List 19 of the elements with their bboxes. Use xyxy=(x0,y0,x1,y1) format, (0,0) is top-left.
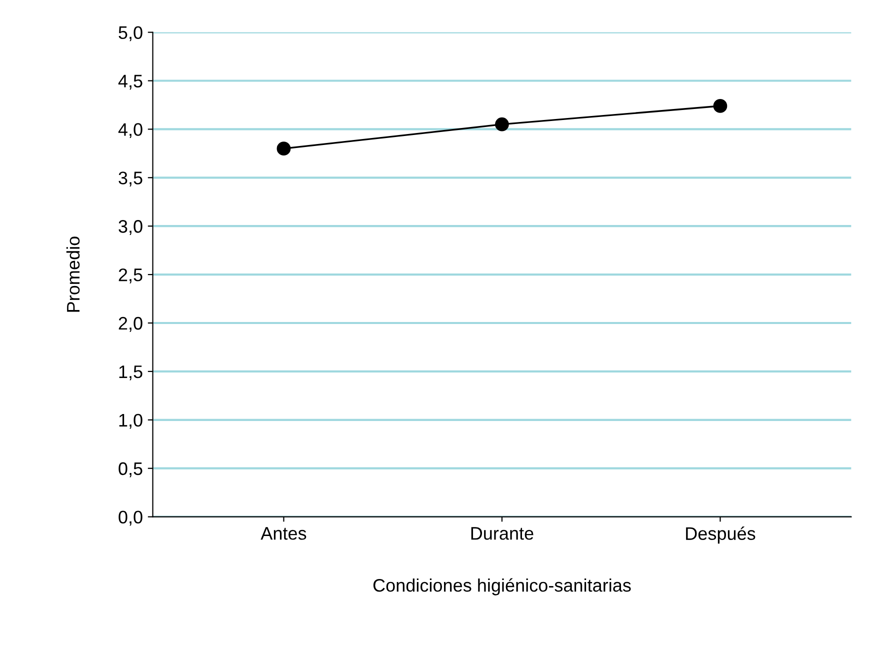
y-tick-label: 0,0 xyxy=(118,510,142,526)
y-axis-title: Promedio xyxy=(66,236,80,312)
y-tick-label: 1,0 xyxy=(119,414,142,429)
y-tick-label: 4,5 xyxy=(118,74,142,90)
y-tick-label: 3,0 xyxy=(118,220,142,235)
x-tick-label: Después xyxy=(686,526,756,544)
y-tick-label: 3,5 xyxy=(118,172,142,187)
x-tick-label: Durante xyxy=(471,527,534,540)
y-tick-label: 0,5 xyxy=(118,462,142,478)
y-tick-label: 1,5 xyxy=(119,366,142,380)
y-tick-label: 4,0 xyxy=(118,123,142,138)
point xyxy=(495,117,509,132)
x-tick-label: Antes xyxy=(260,527,306,540)
point xyxy=(713,99,728,113)
x-axis-title: Condiciones higiénico-sanitarias xyxy=(373,578,631,596)
point xyxy=(276,142,291,156)
y-tick-label: 2,5 xyxy=(118,268,142,284)
y-tick-label: 5,0 xyxy=(118,26,142,42)
y-tick-label: 2,0 xyxy=(118,316,142,332)
